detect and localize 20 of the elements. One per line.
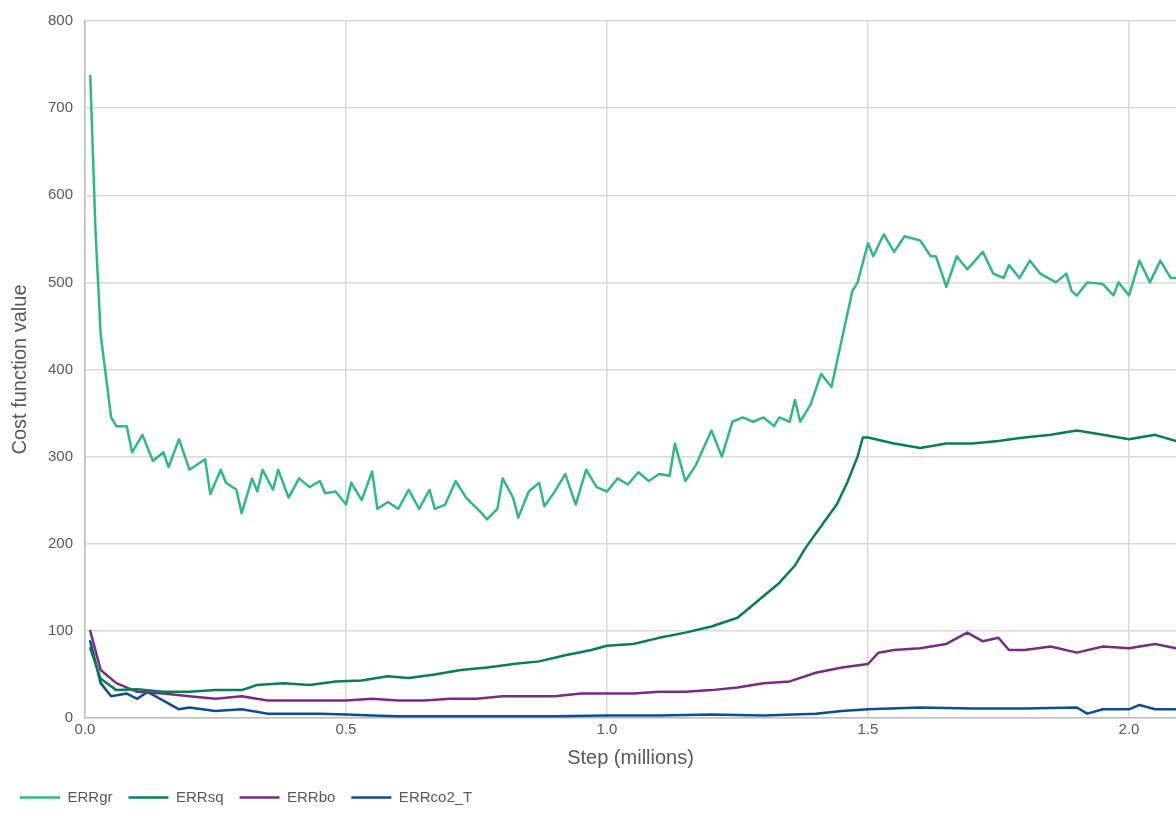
y-tick-label: 700: [48, 98, 74, 116]
y-tick-label: 0: [64, 708, 74, 726]
y-tick-label: 500: [48, 272, 74, 290]
y-axis-title: Cost function value: [7, 284, 30, 455]
x-tick-label: 1.5: [857, 720, 879, 738]
x-tick-label: 0.0: [74, 720, 96, 738]
legend-label: ERRsq: [176, 787, 224, 805]
y-tick-label: 200: [48, 533, 74, 551]
x-tick-label: 1.0: [596, 720, 618, 738]
y-tick-label: 400: [48, 359, 74, 377]
y-tick-label: 800: [48, 11, 74, 29]
y-tick-label: 100: [48, 621, 74, 639]
x-tick-label: 2.0: [1118, 720, 1140, 738]
legend-label: ERRbo: [287, 787, 336, 805]
x-axis-title: Step (millions): [567, 745, 694, 768]
x-tick-label: 0.5: [335, 720, 357, 738]
y-tick-label: 600: [48, 185, 74, 203]
y-tick-label: 300: [48, 446, 74, 464]
legend-label: ERRgr: [67, 787, 113, 805]
legend-label: ERRco2_T: [398, 787, 473, 805]
